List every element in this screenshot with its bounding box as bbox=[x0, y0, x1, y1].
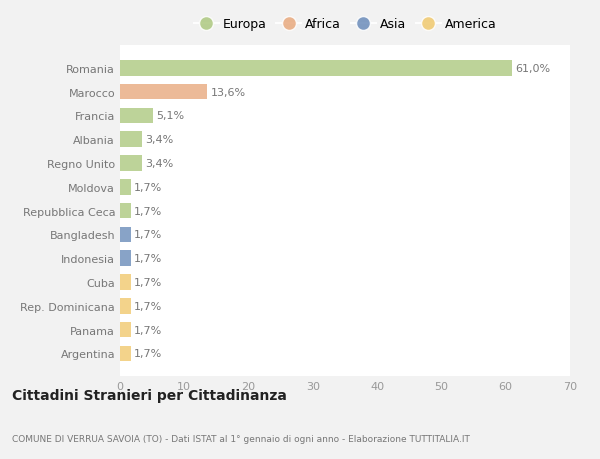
Bar bbox=[120, 274, 131, 290]
Bar bbox=[120, 298, 131, 314]
Bar bbox=[120, 132, 142, 148]
Text: 1,7%: 1,7% bbox=[134, 349, 163, 358]
Legend: Europa, Africa, Asia, America: Europa, Africa, Asia, America bbox=[191, 16, 499, 34]
Text: 3,4%: 3,4% bbox=[145, 159, 173, 168]
Text: 61,0%: 61,0% bbox=[515, 64, 550, 73]
Text: 1,7%: 1,7% bbox=[134, 277, 163, 287]
Bar bbox=[120, 251, 131, 266]
Text: Cittadini Stranieri per Cittadinanza: Cittadini Stranieri per Cittadinanza bbox=[12, 388, 287, 403]
Bar bbox=[120, 227, 131, 243]
Bar bbox=[120, 61, 512, 76]
Text: 1,7%: 1,7% bbox=[134, 182, 163, 192]
Text: 3,4%: 3,4% bbox=[145, 135, 173, 145]
Text: 1,7%: 1,7% bbox=[134, 230, 163, 240]
Bar bbox=[120, 179, 131, 195]
Text: 5,1%: 5,1% bbox=[156, 111, 184, 121]
Text: 1,7%: 1,7% bbox=[134, 301, 163, 311]
Text: 1,7%: 1,7% bbox=[134, 254, 163, 263]
Bar bbox=[120, 322, 131, 338]
Text: 1,7%: 1,7% bbox=[134, 206, 163, 216]
Bar bbox=[120, 84, 208, 100]
Bar bbox=[120, 108, 153, 124]
Text: 13,6%: 13,6% bbox=[211, 87, 246, 97]
Bar bbox=[120, 156, 142, 171]
Bar bbox=[120, 346, 131, 361]
Text: COMUNE DI VERRUA SAVOIA (TO) - Dati ISTAT al 1° gennaio di ogni anno - Elaborazi: COMUNE DI VERRUA SAVOIA (TO) - Dati ISTA… bbox=[12, 434, 470, 442]
Bar bbox=[120, 203, 131, 219]
Text: 1,7%: 1,7% bbox=[134, 325, 163, 335]
